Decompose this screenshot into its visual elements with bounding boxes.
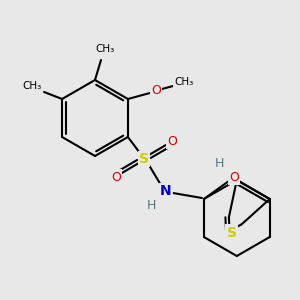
Text: O: O bbox=[111, 170, 121, 184]
Text: S: S bbox=[139, 152, 149, 166]
Text: H: H bbox=[215, 157, 225, 169]
Text: O: O bbox=[151, 85, 161, 98]
Text: S: S bbox=[226, 226, 236, 240]
Text: H: H bbox=[147, 199, 157, 212]
Text: CH₃: CH₃ bbox=[174, 77, 194, 87]
Text: O: O bbox=[229, 170, 239, 184]
Text: CH₃: CH₃ bbox=[95, 44, 115, 54]
Text: CH₃: CH₃ bbox=[22, 81, 42, 91]
Text: N: N bbox=[160, 184, 172, 198]
Text: O: O bbox=[167, 134, 177, 148]
